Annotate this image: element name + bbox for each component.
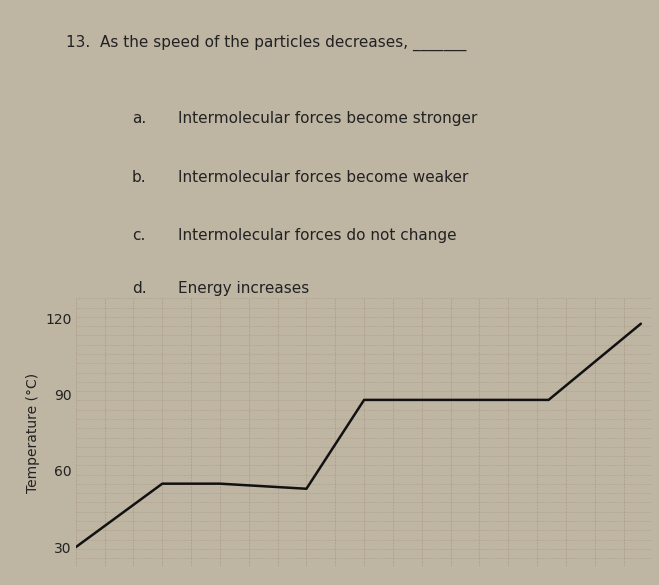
Text: c.: c. xyxy=(132,228,145,243)
Text: d.: d. xyxy=(132,281,146,296)
Text: b.: b. xyxy=(132,170,146,185)
Text: Intermolecular forces become stronger: Intermolecular forces become stronger xyxy=(178,111,477,126)
Y-axis label: Temperature (°C): Temperature (°C) xyxy=(26,373,40,493)
Text: Intermolecular forces become weaker: Intermolecular forces become weaker xyxy=(178,170,469,185)
Text: Energy increases: Energy increases xyxy=(178,281,309,296)
Text: a.: a. xyxy=(132,111,146,126)
Text: Intermolecular forces do not change: Intermolecular forces do not change xyxy=(178,228,457,243)
Text: 13.  As the speed of the particles decreases, _______: 13. As the speed of the particles decrea… xyxy=(66,35,467,51)
